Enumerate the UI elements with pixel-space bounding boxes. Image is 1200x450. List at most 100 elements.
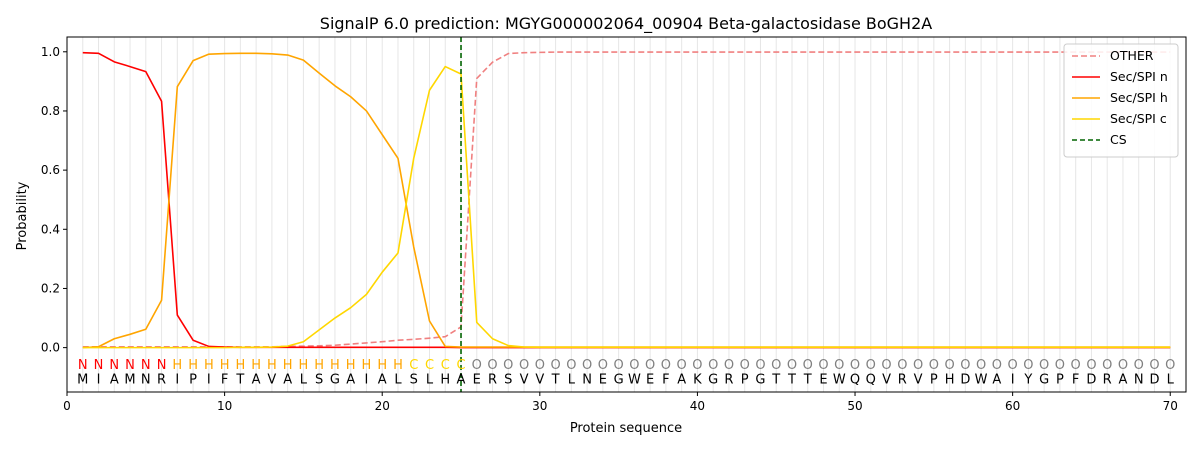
residue-letter: L: [394, 373, 402, 388]
residue-letter: E: [819, 373, 827, 388]
region-label: O: [787, 358, 797, 373]
residue-letter: V: [520, 373, 529, 388]
residue-letter: H: [945, 373, 955, 388]
residue-letter: R: [898, 373, 907, 388]
residue-letter: P: [189, 373, 197, 388]
residue-letter: Q: [866, 373, 876, 388]
residue-letter: G: [1039, 373, 1049, 388]
region-label: H: [362, 358, 372, 373]
residue-letter: I: [1011, 373, 1015, 388]
series-line-sec-spi-n: [82, 51, 1171, 349]
region-label: O: [755, 358, 765, 373]
legend-label: Sec/SPI n: [1110, 69, 1168, 84]
region-label: O: [535, 358, 545, 373]
region-label: H: [377, 358, 387, 373]
region-label: O: [1055, 358, 1065, 373]
residue-letter: V: [267, 373, 276, 388]
region-label: H: [283, 358, 293, 373]
region-label: O: [1071, 358, 1081, 373]
residue-letter: E: [599, 373, 607, 388]
region-label: O: [897, 358, 907, 373]
residue-letter: N: [1134, 373, 1144, 388]
x-tick-label: 0: [63, 399, 71, 413]
residue-letter: R: [488, 373, 497, 388]
region-label: O: [1165, 358, 1175, 373]
region-label: O: [850, 358, 860, 373]
region-label: N: [125, 358, 135, 373]
region-label: O: [519, 358, 529, 373]
region-label: C: [425, 358, 434, 373]
y-tick-label: 0.4: [41, 222, 60, 236]
region-label: H: [346, 358, 356, 373]
region-label: O: [929, 358, 939, 373]
region-label: O: [1149, 358, 1159, 373]
region-label: O: [913, 358, 923, 373]
region-label: N: [157, 358, 167, 373]
region-label: O: [566, 358, 576, 373]
x-tick-label: 60: [1005, 399, 1020, 413]
residue-letter: T: [235, 373, 244, 388]
region-label: O: [550, 358, 560, 373]
residue-letter: A: [1119, 373, 1128, 388]
region-label: O: [834, 358, 844, 373]
legend-label: OTHER: [1110, 48, 1154, 63]
residue-letter: N: [141, 373, 151, 388]
legend-label: CS: [1110, 132, 1127, 147]
region-label: O: [661, 358, 671, 373]
residue-letter: F: [221, 373, 228, 388]
residue-letter: I: [175, 373, 179, 388]
x-axis-label: Protein sequence: [570, 421, 682, 436]
region-label: H: [204, 358, 214, 373]
region-label: O: [503, 358, 513, 373]
residue-letter: F: [662, 373, 669, 388]
region-label: O: [818, 358, 828, 373]
x-tick-label: 70: [1163, 399, 1178, 413]
y-tick-label: 0.2: [41, 281, 60, 295]
residue-letter: V: [914, 373, 923, 388]
residue-letter: S: [410, 373, 418, 388]
y-axis-label: Probability: [15, 181, 30, 250]
plot-area: NMNINANMNNNRHIHPHIHFHTHAHVHAHLHSHGHAHIHA…: [41, 36, 1187, 413]
residue-letter: M: [124, 373, 135, 388]
legend-box: [1063, 43, 1179, 158]
region-label: H: [330, 358, 340, 373]
residue-letter: W: [833, 373, 846, 388]
legend-label: Sec/SPI h: [1110, 90, 1168, 105]
region-label: H: [299, 358, 309, 373]
region-label: O: [487, 358, 497, 373]
region-label: N: [78, 358, 88, 373]
residue-letter: S: [504, 373, 512, 388]
residue-letter: F: [1072, 373, 1079, 388]
y-tick-label: 0.6: [41, 163, 60, 177]
residue-letter: A: [252, 373, 261, 388]
residue-letter: I: [97, 373, 101, 388]
region-label: H: [235, 358, 245, 373]
region-label: O: [881, 358, 891, 373]
region-label: O: [771, 358, 781, 373]
legend: OTHER Sec/SPI n Sec/SPI h Sec/SPI c CS: [1063, 43, 1179, 158]
residue-letter: P: [1056, 373, 1064, 388]
residue-letter: T: [771, 373, 780, 388]
region-label: O: [740, 358, 750, 373]
residue-letter: N: [582, 373, 592, 388]
region-label: O: [1086, 358, 1096, 373]
region-label: C: [409, 358, 418, 373]
x-tick-label: 40: [690, 399, 705, 413]
residue-letter: L: [426, 373, 434, 388]
region-label: N: [141, 358, 151, 373]
region-label: C: [441, 358, 450, 373]
region-label: O: [708, 358, 718, 373]
region-label: O: [645, 358, 655, 373]
region-label: O: [944, 358, 954, 373]
residue-letter: L: [1167, 373, 1175, 388]
series-line-sec-spi-h: [82, 52, 1171, 349]
residue-letter: Y: [1023, 373, 1032, 388]
series-line-sec-spi-c: [82, 65, 1171, 349]
residue-letter: A: [677, 373, 686, 388]
residue-letter: W: [975, 373, 988, 388]
residue-letter: W: [628, 373, 641, 388]
region-label: O: [629, 358, 639, 373]
residue-letter: D: [1149, 373, 1159, 388]
region-label: H: [220, 358, 230, 373]
